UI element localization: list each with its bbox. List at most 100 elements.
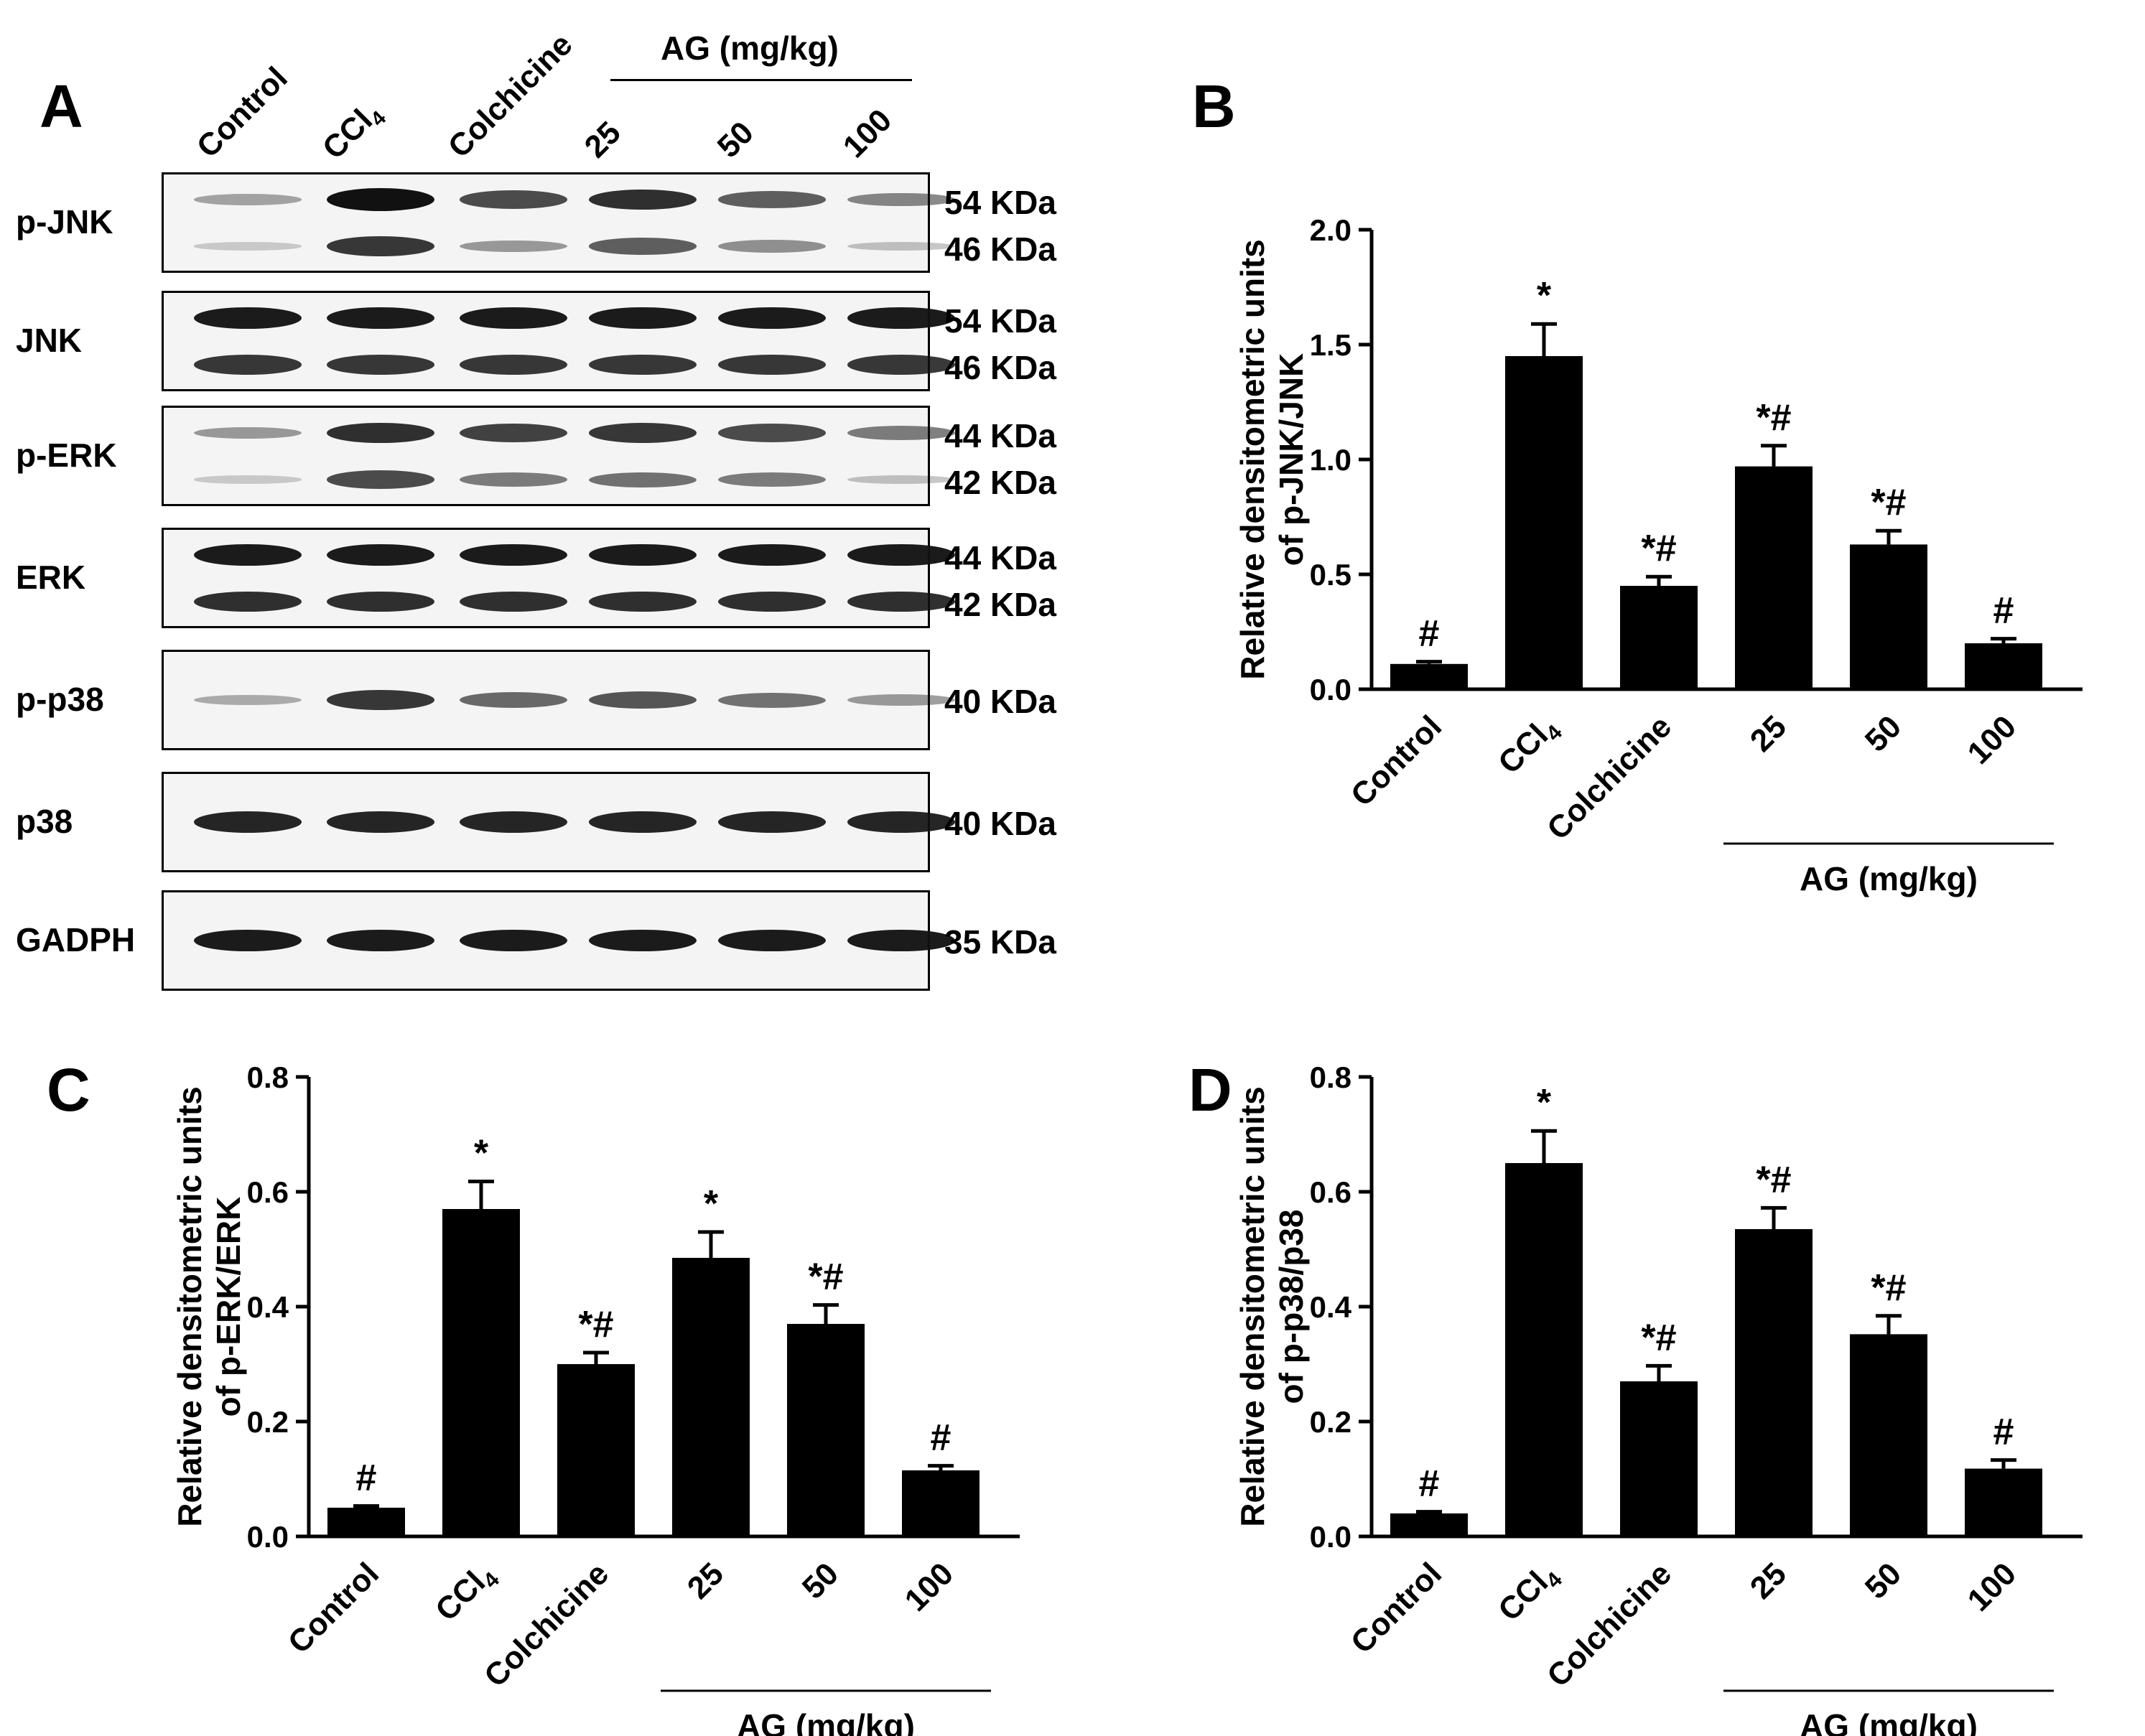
blot-band: [327, 236, 434, 256]
blot-band: [460, 811, 567, 833]
blot-band: [460, 929, 567, 952]
blot-band: [194, 242, 302, 251]
significance-label: #: [1993, 1411, 2014, 1453]
blot-band: [718, 472, 826, 487]
blot-kda-label: 42 KDa: [944, 464, 1056, 501]
blot-band: [194, 811, 302, 833]
blot-box-jnk: [162, 291, 930, 391]
y-tick-label: 1.0: [1310, 443, 1351, 477]
blot-band: [589, 472, 697, 487]
x-tick-label: 100: [1961, 709, 2024, 771]
x-tick-label: 50: [796, 1556, 845, 1605]
y-tick-label: 0.4: [1310, 1290, 1352, 1324]
blot-band: [718, 424, 826, 442]
blot-band: [718, 811, 826, 833]
y-axis-label: Relative densitometric unitsof p-p38/p38: [1234, 1086, 1310, 1527]
blot-band: [460, 591, 567, 612]
blot-band: [847, 241, 955, 251]
significance-label: *#: [1641, 528, 1676, 569]
bar: [1390, 1513, 1468, 1536]
x-tick-label: CCl4: [1492, 709, 1567, 784]
significance-label: *#: [1756, 397, 1791, 439]
y-tick-label: 0.0: [1310, 1520, 1351, 1554]
blot-band: [327, 543, 434, 566]
y-tick-label: 0.2: [247, 1405, 289, 1439]
blot-band: [847, 426, 955, 440]
x-tick-label: 100: [1961, 1556, 2024, 1618]
x-tick-label: CCl4: [1492, 1556, 1567, 1631]
y-tick-label: 0.4: [247, 1290, 289, 1324]
blot-row-label-1: JNK: [16, 322, 83, 359]
blot-band: [718, 307, 826, 330]
blot-box-p-jnk: [162, 172, 930, 273]
y-tick-label: 2.0: [1310, 213, 1351, 247]
x-tick-label: 25: [1744, 709, 1793, 758]
blot-row-label-0: p-JNK: [16, 203, 113, 241]
panel-label-b: B: [1192, 73, 1236, 140]
blot-kda-label: 42 KDa: [944, 586, 1056, 623]
lane-label-2: Colchicine: [441, 27, 580, 165]
bar: [1735, 1229, 1813, 1536]
blot-kda-label: 44 KDa: [944, 417, 1056, 454]
y-tick-label: 0.0: [1310, 673, 1351, 706]
blot-band: [460, 691, 567, 709]
blot-band: [589, 543, 697, 566]
blot-band: [194, 591, 302, 612]
ag-group-label: AG (mg/kg): [1800, 860, 1978, 897]
bar: [442, 1209, 520, 1536]
blot-row-label-5: p38: [16, 803, 73, 840]
significance-label: *: [474, 1133, 489, 1175]
blot-band: [327, 422, 434, 444]
blot-kda-label: 46 KDa: [944, 230, 1056, 268]
blot-band: [194, 543, 302, 566]
blot-kda-label: 40 KDa: [944, 683, 1056, 720]
x-tick-label: 100: [898, 1556, 961, 1618]
y-tick-label: 0.6: [247, 1175, 289, 1209]
bar: [1390, 663, 1468, 689]
blot-band: [194, 694, 302, 706]
significance-label: #: [1419, 1463, 1440, 1505]
x-tick-label: Colchicine: [1540, 709, 1678, 846]
significance-label: *: [704, 1183, 719, 1225]
blot-band: [460, 472, 567, 487]
bar: [672, 1258, 750, 1536]
blot-band: [847, 543, 955, 566]
blot-band: [194, 426, 302, 439]
significance-label: *: [1537, 1082, 1552, 1124]
bar: [1505, 356, 1583, 689]
bar: [1505, 1163, 1583, 1536]
bar: [327, 1508, 405, 1536]
blot-band: [718, 543, 826, 566]
lane-label-4: 50: [710, 115, 760, 165]
x-tick-label: 50: [1858, 709, 1908, 758]
bar: [1965, 643, 2042, 689]
blot-band: [718, 929, 826, 952]
blot-band: [847, 811, 955, 833]
lane-label-3: 25: [577, 115, 628, 165]
blot-band: [589, 189, 697, 210]
y-axis-label: Relative densitometric unitsof p-ERK/ERK: [171, 1086, 247, 1527]
bar: [1850, 1334, 1927, 1536]
blot-band: [589, 238, 697, 255]
x-tick-label: 25: [1744, 1556, 1793, 1605]
blot-band: [194, 194, 302, 205]
blot-band: [327, 591, 434, 612]
blot-row-label-3: ERK: [16, 559, 86, 596]
blot-row-label-4: p-p38: [16, 681, 104, 718]
blot-ag-group-line: [610, 79, 912, 81]
blot-kda-label: 54 KDa: [944, 302, 1056, 340]
blot-band: [460, 190, 567, 209]
blot-ag-group-label: AG (mg/kg): [661, 29, 839, 67]
bar: [1620, 1381, 1698, 1536]
blot-band: [589, 307, 697, 330]
y-tick-label: 0.6: [1310, 1175, 1351, 1209]
lane-label-1: CCl4: [315, 103, 391, 167]
blot-band: [589, 591, 697, 612]
blot-band: [194, 475, 302, 484]
blot-band: [847, 355, 955, 375]
y-tick-label: 0.0: [247, 1520, 289, 1554]
significance-label: #: [1419, 613, 1440, 655]
